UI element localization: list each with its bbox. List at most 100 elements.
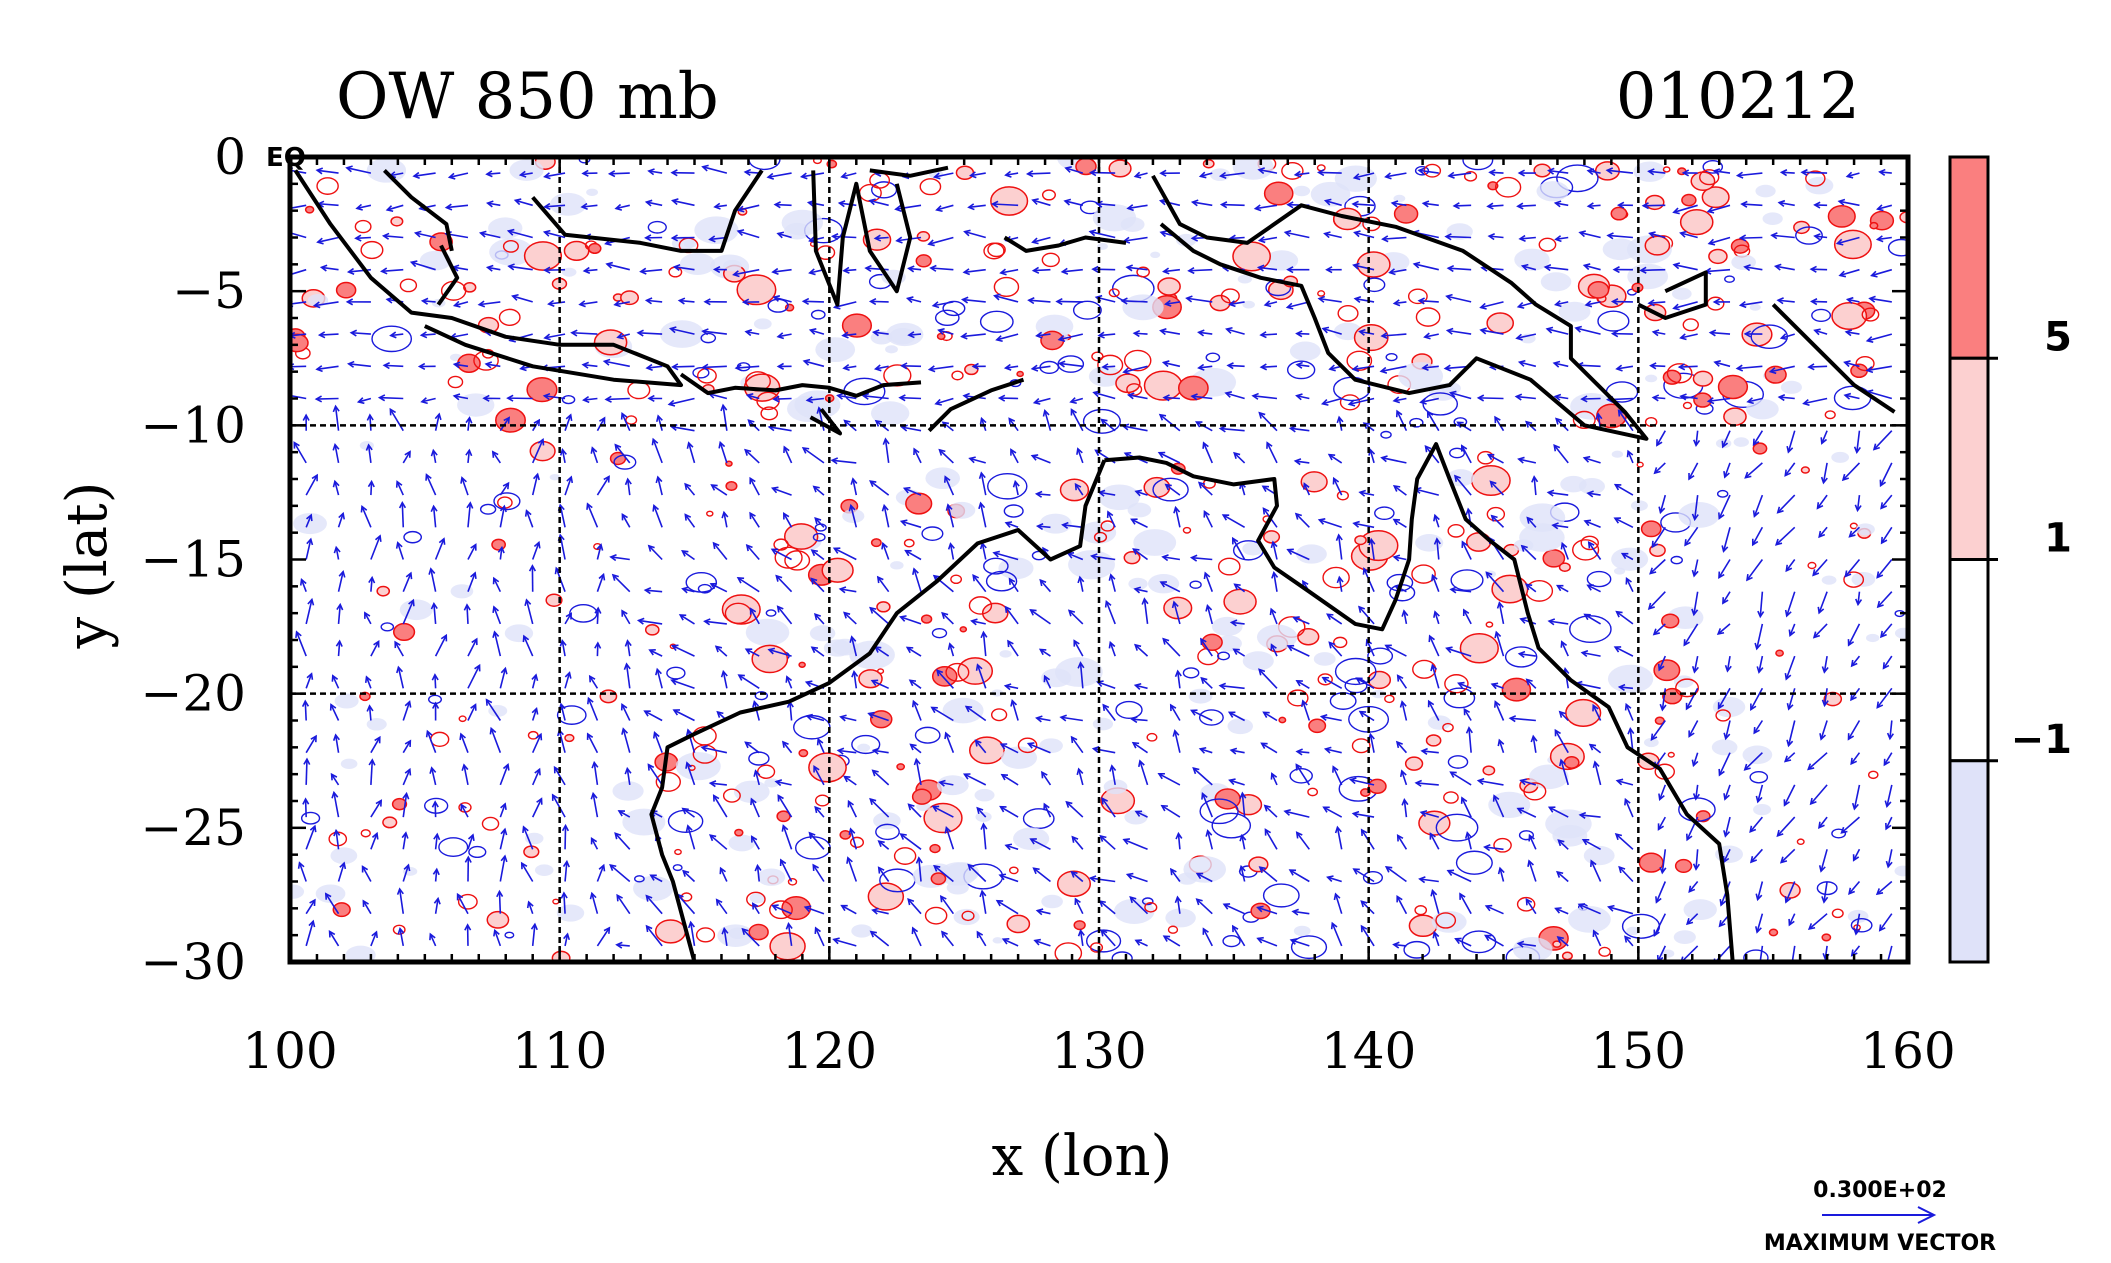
- ow-negative-contour: [979, 310, 1014, 333]
- wind-vector: [1837, 236, 1860, 245]
- wind-vector: [1722, 591, 1731, 604]
- wind-vector-head: [389, 331, 397, 339]
- wind-vector: [833, 547, 857, 561]
- wind-vector: [548, 301, 566, 305]
- wind-vector-head: [684, 482, 692, 491]
- wind-vector: [1680, 232, 1698, 239]
- wind-vector: [1625, 578, 1634, 593]
- wind-vector-head: [1195, 898, 1203, 906]
- wind-vector: [544, 204, 566, 208]
- wind-vector: [702, 330, 727, 335]
- wind-vector: [1033, 867, 1051, 883]
- wind-vector-head: [927, 365, 936, 373]
- wind-vector: [908, 267, 922, 271]
- wind-vector: [777, 795, 793, 818]
- wind-vector-head: [652, 504, 660, 512]
- wind-vector-head: [968, 171, 977, 179]
- wind-vector: [646, 365, 663, 369]
- wind-vector-head: [603, 475, 610, 483]
- wind-vector-head: [716, 710, 724, 718]
- wind-vector: [1139, 760, 1149, 786]
- wind-vector-head: [1433, 513, 1440, 522]
- ow-negative-region: [1831, 451, 1850, 463]
- ow-negative-contour: [1462, 157, 1494, 171]
- wind-vector: [1370, 539, 1375, 560]
- wind-vector-head: [999, 805, 1007, 813]
- wind-vector-head: [1077, 575, 1085, 584]
- wind-vector-head: [1490, 682, 1499, 690]
- wind-vector-head: [1027, 297, 1035, 305]
- wind-vector: [1753, 494, 1764, 517]
- wind-vector: [910, 743, 922, 754]
- wind-vector: [1134, 332, 1148, 335]
- wind-vector-head: [678, 614, 687, 621]
- wind-vector-head: [491, 450, 499, 458]
- ow-positive-region: [376, 585, 391, 597]
- wind-vector: [319, 333, 339, 336]
- wind-vector-head: [912, 567, 919, 575]
- wind-vector-head: [743, 168, 752, 176]
- wind-vector: [335, 830, 340, 850]
- wind-vector-head: [1233, 451, 1241, 459]
- wind-vector-head: [870, 679, 879, 687]
- ow-negative-contour: [300, 811, 321, 825]
- wind-vector: [1261, 742, 1278, 754]
- wind-vector: [587, 733, 599, 754]
- ow-strong-region: [491, 538, 506, 551]
- wind-vector-head: [873, 364, 882, 372]
- wind-vector-head: [749, 607, 757, 615]
- wind-vector-head: [582, 266, 591, 275]
- wind-vector: [767, 172, 792, 179]
- wind-vector-head: [1043, 802, 1050, 811]
- wind-vector: [1353, 203, 1375, 207]
- wind-vector: [1648, 591, 1666, 610]
- wind-vector: [645, 925, 663, 947]
- wind-vector: [1495, 632, 1505, 657]
- wind-vector: [454, 301, 469, 307]
- wind-vector: [1679, 365, 1698, 368]
- wind-vector-head: [1283, 808, 1291, 816]
- wind-vector-head: [500, 827, 508, 836]
- wind-vector-head: [1581, 838, 1590, 846]
- ow-negative-region: [946, 880, 969, 895]
- wind-vector: [614, 832, 631, 850]
- ow-negative-contour: [403, 530, 423, 544]
- wind-vector: [981, 891, 987, 914]
- wind-vector-head: [1159, 581, 1167, 588]
- wind-vector-head: [1173, 505, 1181, 514]
- x-tick-label: 100: [242, 1022, 337, 1080]
- wind-vector-head: [1295, 679, 1303, 687]
- wind-vector: [564, 672, 571, 689]
- wind-vector: [1707, 204, 1731, 213]
- wind-vector-head: [869, 480, 877, 487]
- wind-vector: [875, 236, 889, 240]
- wind-vector: [1873, 430, 1893, 451]
- vector-key-label: MAXIMUM VECTOR: [1764, 1231, 1996, 1256]
- wind-vector-head: [1004, 605, 1012, 614]
- wind-vector: [621, 413, 631, 432]
- wind-vector-head: [1847, 733, 1855, 741]
- wind-vector: [657, 476, 663, 496]
- wind-vector: [1784, 752, 1796, 763]
- wind-vector-head: [839, 714, 847, 722]
- wind-vector-head: [1656, 439, 1663, 447]
- wind-vector: [316, 365, 339, 371]
- wind-vector: [432, 506, 437, 528]
- wind-vector: [1688, 462, 1699, 480]
- wind-vector: [1223, 903, 1245, 915]
- wind-vector: [1232, 925, 1246, 947]
- wind-vector-head: [1851, 802, 1859, 811]
- wind-vector: [1296, 680, 1310, 689]
- wind-vector: [1200, 172, 1213, 178]
- ow-negative-contour: [1385, 352, 1398, 362]
- ow-negative-contour: [1850, 917, 1873, 933]
- wind-vector: [1101, 797, 1116, 818]
- wind-vector: [614, 444, 631, 464]
- wind-vector: [810, 329, 825, 335]
- wind-vector-head: [1336, 575, 1344, 584]
- ow-negative-contour: [931, 627, 948, 639]
- wind-vector: [1353, 868, 1375, 883]
- wind-vector-head: [1489, 480, 1497, 488]
- wind-vector: [1607, 234, 1634, 239]
